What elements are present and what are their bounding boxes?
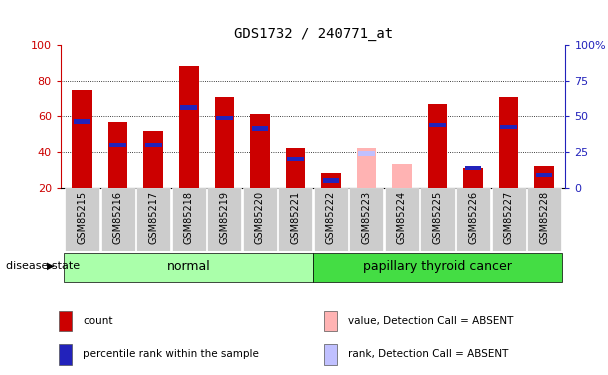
Bar: [314, 188, 348, 251]
Title: GDS1732 / 240771_at: GDS1732 / 240771_at: [233, 27, 393, 41]
Bar: [500, 125, 517, 129]
Bar: [59, 344, 72, 364]
Bar: [350, 188, 384, 251]
Bar: [145, 142, 162, 147]
Bar: [109, 142, 126, 147]
Bar: [59, 310, 72, 331]
Bar: [179, 66, 198, 188]
Bar: [491, 188, 526, 251]
Bar: [323, 178, 339, 183]
Bar: [463, 168, 483, 188]
Bar: [65, 188, 99, 251]
Text: GSM85228: GSM85228: [539, 190, 549, 244]
Bar: [181, 105, 197, 110]
Bar: [536, 173, 553, 177]
Bar: [534, 166, 554, 188]
Text: percentile rank within the sample: percentile rank within the sample: [83, 350, 259, 359]
Text: GSM85227: GSM85227: [503, 190, 514, 244]
Bar: [207, 188, 241, 251]
Text: value, Detection Call = ABSENT: value, Detection Call = ABSENT: [348, 316, 513, 326]
Bar: [323, 310, 337, 331]
Text: GSM85224: GSM85224: [397, 190, 407, 244]
Bar: [143, 130, 163, 188]
Bar: [421, 188, 455, 251]
Bar: [252, 126, 268, 131]
Bar: [527, 188, 561, 251]
Text: normal: normal: [167, 260, 210, 273]
Text: GSM85216: GSM85216: [112, 190, 123, 244]
Bar: [456, 188, 490, 251]
Bar: [499, 97, 519, 188]
Bar: [136, 188, 170, 251]
Bar: [215, 97, 234, 188]
Text: GSM85220: GSM85220: [255, 190, 265, 244]
Bar: [108, 122, 128, 188]
Text: papillary thyroid cancer: papillary thyroid cancer: [363, 260, 512, 273]
Text: disease state: disease state: [6, 261, 80, 271]
Text: GSM85225: GSM85225: [432, 190, 443, 244]
Bar: [357, 148, 376, 188]
Bar: [100, 188, 135, 251]
Bar: [321, 173, 340, 188]
Bar: [358, 152, 375, 156]
Bar: [392, 164, 412, 188]
Text: GSM85217: GSM85217: [148, 190, 158, 244]
Bar: [313, 253, 562, 282]
Bar: [428, 104, 447, 188]
Text: GSM85215: GSM85215: [77, 190, 87, 244]
Bar: [278, 188, 313, 251]
Bar: [74, 119, 91, 124]
Bar: [286, 148, 305, 188]
Text: GSM85222: GSM85222: [326, 190, 336, 244]
Bar: [171, 188, 206, 251]
Text: GSM85221: GSM85221: [291, 190, 300, 244]
Bar: [385, 188, 419, 251]
Text: count: count: [83, 316, 112, 326]
Bar: [250, 114, 269, 188]
Bar: [72, 90, 92, 188]
Text: GSM85223: GSM85223: [361, 190, 371, 244]
Bar: [429, 123, 446, 128]
Bar: [216, 116, 233, 120]
Bar: [465, 166, 482, 170]
Text: GSM85226: GSM85226: [468, 190, 478, 244]
Text: GSM85219: GSM85219: [219, 190, 229, 244]
Text: rank, Detection Call = ABSENT: rank, Detection Call = ABSENT: [348, 350, 508, 359]
Bar: [323, 344, 337, 364]
Bar: [287, 157, 303, 161]
Bar: [243, 188, 277, 251]
Bar: [64, 253, 313, 282]
Text: ▶: ▶: [47, 261, 55, 271]
Text: GSM85218: GSM85218: [184, 190, 194, 244]
